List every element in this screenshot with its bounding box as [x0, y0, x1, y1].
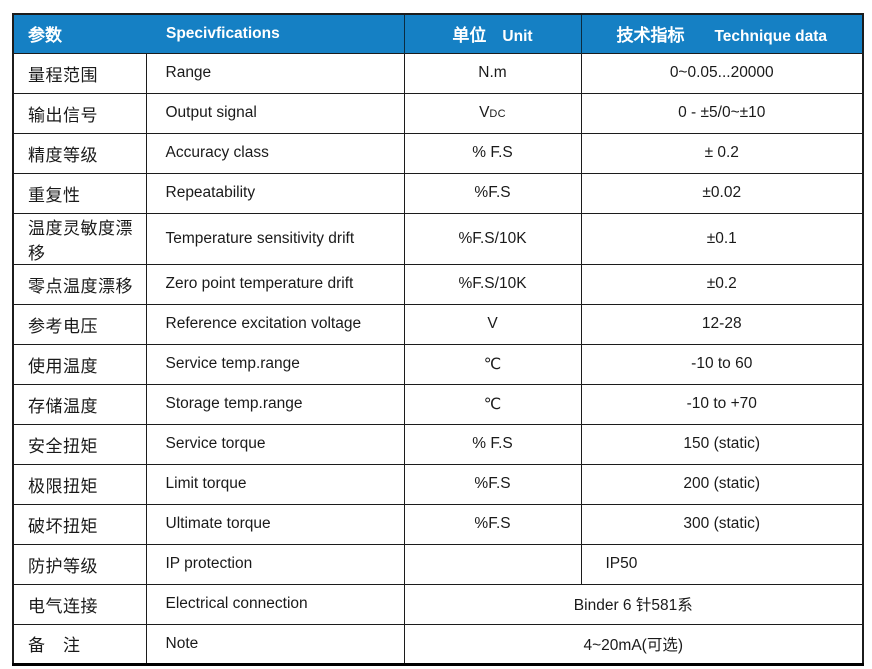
spec-cell: Storage temp.range [145, 383, 405, 425]
unit-cell: V [403, 303, 582, 345]
value-cell: 12-28 [580, 303, 864, 345]
header-specifications-label: Specivfications [166, 24, 280, 42]
unit-cell: %F.S [403, 172, 582, 214]
param-cell: 输出信号 [12, 92, 147, 134]
spec-table: 参数 Specivfications 单位 Unit 技术指标 Technique … [12, 13, 864, 666]
value-cell: ±0.1 [580, 212, 864, 265]
value-cell: ±0.2 [580, 263, 864, 305]
unit-cell: ℃ [403, 383, 582, 425]
unit-cell: N.m [403, 52, 582, 94]
table-row: 破坏扭矩 Ultimate torque %F.S 300 (static) [12, 503, 864, 545]
unit-cell: ℃ [403, 343, 582, 385]
table-row: 零点温度漂移 Zero point temperature drift %F.S/1… [12, 263, 864, 305]
param-cell: 使用温度 [12, 343, 147, 385]
param-cell: 精度等级 [12, 132, 147, 174]
param-cell: 零点温度漂移 [12, 263, 147, 305]
param-cell: 电气连接 [12, 583, 147, 625]
header-technique-data: 技术指标 Technique data [580, 14, 863, 53]
unit-cell: %F.S/10K [403, 263, 582, 305]
value-cell: 300 (static) [580, 503, 864, 545]
spec-cell: Range [145, 52, 405, 94]
table-row: 电气连接 Electrical connection Binder 6 针581系 [12, 583, 864, 625]
param-cell: 安全扭矩 [12, 423, 147, 465]
table-row: 输出信号 Output signal VDC 0 - ±5/0~±10 [12, 92, 864, 134]
table-row: 安全扭矩 Service torque% F.S 150 (static) [12, 423, 864, 465]
header-row: 参数 Specivfications 单位 Unit 技术指标 Technique … [13, 14, 863, 53]
spec-cell: Electrical connection [145, 583, 405, 625]
table-header: 参数 Specivfications 单位 Unit 技术指标 Technique … [13, 14, 863, 53]
value-cell: 150 (static) [580, 423, 864, 465]
param-cell: 破坏扭矩 [12, 503, 147, 545]
table-row: 参考电压 Reference excitation voltage V 12-28 [12, 303, 864, 345]
table-row: 量程范围 Range N.m 0~0.05...20000 [12, 52, 864, 94]
value-cell: ± 0.2 [580, 132, 864, 174]
value-cell: -10 to +70 [580, 383, 864, 425]
spec-cell: IP protection [145, 543, 405, 585]
unit-cell: % F.S [403, 132, 582, 174]
table-row: 极限扭矩 Limit torque %F.S 200 (static) [12, 463, 864, 505]
value-cell: 200 (static) [580, 463, 864, 505]
table-row: 重复性 Repeatability %F.S ±0.02 [12, 172, 864, 214]
param-cell: 温度灵敏度漂移 [12, 212, 147, 265]
unit-sub-label: DC [489, 108, 506, 120]
header-param: 参数 [13, 14, 146, 53]
spec-cell: Accuracy class [145, 132, 405, 174]
spec-cell: Zero point temperature drift [145, 263, 405, 305]
value-cell: Binder 6 针581系 [403, 583, 864, 625]
table-row: 使用温度 Service temp.range ℃ -10 to 60 [12, 343, 864, 385]
spec-cell: Temperature sensitivity drift [145, 212, 405, 265]
param-cell: 极限扭矩 [12, 463, 147, 505]
unit-cell: %F.S/10K [403, 212, 582, 265]
spec-cell: Output signal [145, 92, 405, 134]
table-row: 温度灵敏度漂移 Temperature sensitivity drift %F.S… [12, 212, 864, 265]
unit-cell: % F.S [403, 423, 582, 465]
unit-cell [403, 543, 582, 585]
param-cell: 存储温度 [12, 383, 147, 425]
table-row: 备 注 Note 4~20mA(可选) [12, 623, 864, 665]
header-unit-cn-label: 单位 [452, 26, 487, 46]
header-specifications: Specivfications [146, 14, 404, 53]
unit-cell: VDC [403, 92, 582, 134]
param-cell: 防护等级 [12, 543, 147, 585]
value-cell: 4~20mA(可选) [403, 623, 864, 665]
header-unit-en-label: Unit [502, 28, 533, 46]
spec-cell: Ultimate torque [145, 503, 405, 545]
table-row: 精度等级 Accuracy class% F.S ± 0.2 [12, 132, 864, 174]
param-cell: 重复性 [12, 172, 147, 214]
spec-cell: Reference excitation voltage [145, 303, 405, 345]
header-unit: 单位 Unit [403, 14, 581, 53]
table-body: 量程范围 Range N.m 0~0.05...20000 输出信号 Output sig… [12, 52, 864, 665]
spec-cell: Limit torque [145, 463, 405, 505]
spec-cell: Repeatability [145, 172, 405, 214]
header-tech-cn-label: 技术指标 [616, 26, 685, 46]
param-cell: 备 注 [12, 623, 147, 665]
unit-cell: %F.S [403, 503, 582, 545]
spec-cell: Service temp.range [145, 343, 405, 385]
header-tech-en-label: Technique data [714, 28, 828, 46]
param-cell: 量程范围 [12, 52, 147, 94]
value-cell: 0 - ±5/0~±10 [580, 92, 864, 134]
value-cell: IP50 [580, 543, 864, 585]
param-cell: 参考电压 [12, 303, 147, 345]
spec-cell: Note [145, 623, 405, 665]
value-cell: 0~0.05...20000 [580, 52, 864, 94]
unit-cell: %F.S [403, 463, 582, 505]
table-row: 防护等级 IP protection IP50 [12, 543, 864, 585]
unit-main-label: V [479, 104, 490, 121]
value-cell: ±0.02 [580, 172, 864, 214]
value-cell: -10 to 60 [580, 343, 864, 385]
header-param-label: 参数 [28, 26, 62, 46]
table-row: 存储温度 Storage temp.range ℃ -10 to +70 [12, 383, 864, 425]
spec-cell: Service torque [145, 423, 405, 465]
